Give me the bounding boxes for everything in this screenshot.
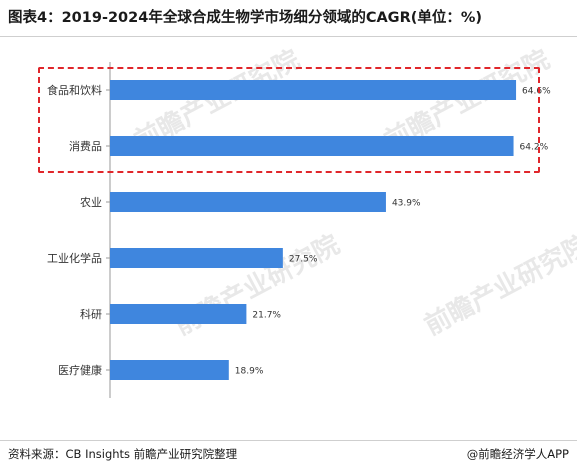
brand-credit: @前瞻经济学人APP bbox=[466, 447, 569, 461]
value-label: 18.9% bbox=[235, 367, 264, 377]
value-label: 43.9% bbox=[392, 199, 421, 209]
category-label: 农业 bbox=[80, 195, 102, 209]
bar bbox=[110, 136, 514, 156]
bar bbox=[110, 360, 229, 380]
bar bbox=[110, 248, 283, 268]
category-label: 食品和饮料 bbox=[47, 83, 102, 97]
footer-divider bbox=[0, 440, 577, 441]
bar bbox=[110, 80, 517, 100]
bar bbox=[110, 304, 247, 324]
category-label: 科研 bbox=[80, 307, 102, 321]
category-label: 消费品 bbox=[69, 139, 102, 153]
value-label: 64.2% bbox=[520, 143, 549, 153]
title-divider bbox=[0, 36, 577, 37]
category-label: 工业化学品 bbox=[47, 251, 102, 265]
value-label: 21.7% bbox=[252, 311, 281, 321]
category-label: 医疗健康 bbox=[58, 363, 102, 377]
chart-title: 图表4：2019-2024年全球合成生物学市场细分领域的CAGR(单位：%) bbox=[8, 10, 483, 26]
value-label: 27.5% bbox=[289, 255, 318, 265]
value-label: 64.6% bbox=[522, 87, 551, 97]
source-note: 资料来源：CB Insights 前瞻产业研究院整理 bbox=[8, 447, 238, 461]
bar bbox=[110, 192, 386, 212]
